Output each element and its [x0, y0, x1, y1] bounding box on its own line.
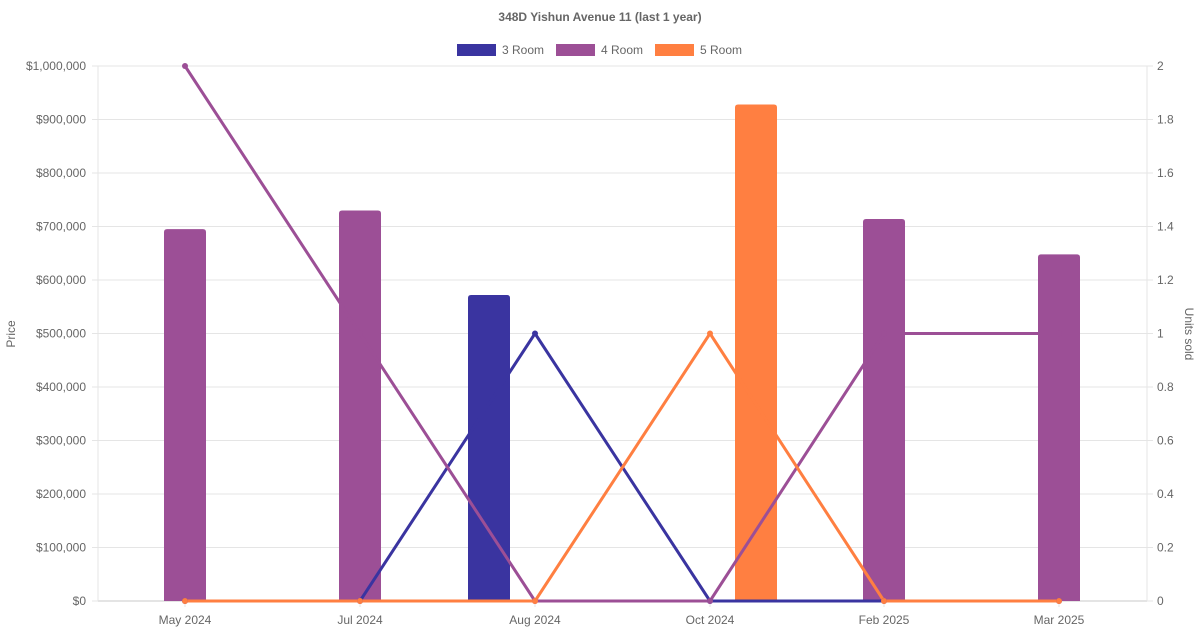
bar: [468, 294, 510, 601]
y-right-tick-label: 1.4: [1157, 220, 1174, 234]
legend-label: 4 Room: [601, 43, 643, 57]
x-tick-label: May 2024: [159, 613, 212, 627]
x-tick-label: Mar 2025: [1034, 613, 1085, 627]
line-point: [1056, 330, 1062, 337]
y-right-tick-label: 0.2: [1157, 541, 1174, 555]
series-line: [185, 332, 1059, 603]
y-right-tick-label: 1.2: [1157, 273, 1174, 287]
y-left-axis-title: Price: [4, 320, 18, 348]
legend: 3 Room 4 Room 5 Room: [457, 43, 742, 57]
bars: [164, 104, 1080, 602]
y-left-tick-label: $700,000: [36, 220, 86, 234]
grid: [92, 65, 1153, 607]
y-right-tick-label: 1.8: [1157, 113, 1174, 127]
series-line: [183, 65, 1059, 603]
bar: [339, 210, 381, 601]
line-point: [532, 330, 538, 337]
y-right-tick-label: 0.6: [1157, 434, 1174, 448]
y-right-tick-label: 2: [1157, 59, 1164, 73]
x-tick-label: Aug 2024: [509, 613, 561, 627]
y-left-tick-label: $1,000,000: [26, 59, 86, 73]
x-tick-label: Oct 2024: [686, 613, 735, 627]
line-point: [532, 598, 538, 604]
line-point: [881, 598, 887, 604]
line-point: [707, 598, 713, 604]
y-left-tick-label: $400,000: [36, 380, 86, 394]
legend-label: 3 Room: [502, 43, 544, 57]
y-right-tick-label: 0.8: [1157, 380, 1174, 394]
bar: [735, 104, 777, 602]
legend-swatch: [655, 44, 694, 56]
y-right-tick-label: 1.6: [1157, 166, 1174, 180]
y-left-tick-label: $300,000: [36, 434, 86, 448]
bar: [863, 219, 905, 601]
legend-swatch: [457, 44, 496, 56]
y-left-tick-label: $100,000: [36, 541, 86, 555]
legend-label: 5 Room: [700, 43, 742, 57]
line-point: [881, 330, 887, 337]
line-point: [357, 330, 363, 337]
chart-title: 348D Yishun Avenue 11 (last 1 year): [498, 10, 701, 24]
y-left-tick-label: $200,000: [36, 487, 86, 501]
bar: [164, 229, 206, 602]
legend-swatch: [556, 44, 595, 56]
y-right-axis-title: Units sold: [1182, 308, 1196, 361]
y-left-tick-label: $900,000: [36, 113, 86, 127]
line-point: [182, 598, 188, 604]
y-left-tick-label: $0: [73, 594, 87, 608]
bar: [1038, 254, 1080, 601]
points: [182, 63, 1062, 604]
x-tick-label: Feb 2025: [859, 613, 910, 627]
ticks: $0 0 $100,000 0.2 $200,000 0.4 $300,000 0.6 $400…: [26, 59, 1174, 627]
y-left-tick-label: $800,000: [36, 166, 86, 180]
y-right-tick-label: 0: [1157, 594, 1164, 608]
x-tick-label: Jul 2024: [337, 613, 383, 627]
line-point: [357, 598, 363, 604]
line-point: [707, 330, 713, 337]
y-left-tick-label: $600,000: [36, 273, 86, 287]
lines: [183, 65, 1059, 603]
y-left-tick-label: $500,000: [36, 327, 86, 341]
y-right-tick-label: 1: [1157, 327, 1164, 341]
line-point: [182, 63, 188, 69]
y-right-tick-label: 0.4: [1157, 487, 1174, 501]
line-point: [1056, 598, 1062, 604]
